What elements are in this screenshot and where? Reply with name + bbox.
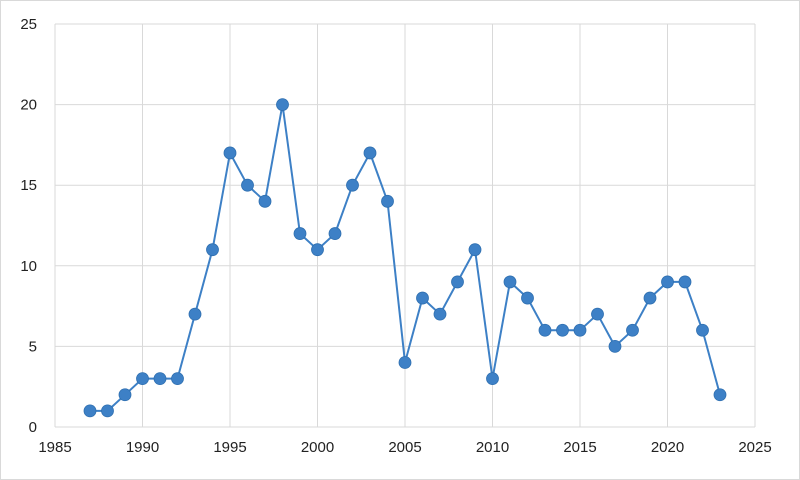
- series-layer: [83, 98, 727, 418]
- x-tick-label-2010: 2010: [476, 439, 509, 456]
- data-point-2018[interactable]: [626, 323, 639, 337]
- data-point-2021[interactable]: [678, 275, 692, 289]
- x-tick-label-1995: 1995: [213, 439, 246, 456]
- data-point-2006[interactable]: [416, 291, 429, 305]
- data-point-2016[interactable]: [591, 307, 604, 321]
- data-point-2008[interactable]: [451, 275, 464, 289]
- y-tick-label-5: 5: [29, 338, 37, 355]
- x-tick-label-2000: 2000: [301, 439, 334, 456]
- y-tick-label-10: 10: [20, 258, 37, 275]
- data-point-2014[interactable]: [556, 323, 569, 337]
- y-tick-label-15: 15: [20, 177, 37, 194]
- x-tick-label-2025: 2025: [738, 439, 771, 456]
- data-point-2012[interactable]: [521, 291, 534, 305]
- data-point-2020[interactable]: [661, 275, 674, 289]
- data-point-1997[interactable]: [258, 194, 272, 208]
- data-point-2005[interactable]: [398, 356, 412, 369]
- data-point-2017[interactable]: [608, 339, 622, 353]
- data-point-2002[interactable]: [346, 178, 359, 192]
- data-point-2004[interactable]: [381, 194, 394, 208]
- data-point-2022[interactable]: [696, 323, 709, 337]
- data-point-1987[interactable]: [83, 404, 97, 418]
- data-point-2013[interactable]: [538, 323, 552, 337]
- data-point-2023[interactable]: [713, 388, 727, 402]
- data-point-1999[interactable]: [293, 227, 307, 240]
- data-point-2003[interactable]: [363, 146, 377, 160]
- data-point-1994[interactable]: [206, 243, 219, 257]
- data-point-1998[interactable]: [276, 98, 289, 111]
- x-tick-label-2015: 2015: [563, 439, 596, 456]
- y-tick-label-25: 25: [20, 16, 37, 33]
- data-point-2009[interactable]: [468, 243, 482, 257]
- data-point-2015[interactable]: [573, 323, 587, 337]
- data-point-2019[interactable]: [643, 291, 657, 305]
- data-point-1995[interactable]: [223, 146, 237, 160]
- data-point-2010[interactable]: [486, 372, 499, 386]
- x-tick-label-1985: 1985: [38, 439, 71, 456]
- data-point-1996[interactable]: [241, 178, 254, 192]
- x-tick-label-2005: 2005: [388, 439, 421, 456]
- data-point-1989[interactable]: [118, 388, 132, 402]
- y-tick-label-0: 0: [29, 419, 37, 436]
- data-point-1992[interactable]: [171, 372, 184, 386]
- data-point-2011[interactable]: [503, 275, 517, 289]
- data-point-1988[interactable]: [101, 404, 114, 418]
- y-tick-label-20: 20: [20, 97, 37, 114]
- data-point-2007[interactable]: [433, 307, 447, 321]
- data-point-1993[interactable]: [188, 307, 202, 321]
- data-point-1991[interactable]: [153, 372, 167, 386]
- tick-labels: 1985 1990 1995 2000 2005 2010 2015 2020 20250510…: [20, 16, 771, 456]
- data-point-2000[interactable]: [311, 243, 324, 257]
- data-point-2001[interactable]: [328, 227, 342, 240]
- data-point-1990[interactable]: [136, 372, 149, 386]
- x-tick-label-1990: 1990: [126, 439, 159, 456]
- x-tick-label-2020: 2020: [651, 439, 684, 456]
- gridlines: [54, 23, 756, 428]
